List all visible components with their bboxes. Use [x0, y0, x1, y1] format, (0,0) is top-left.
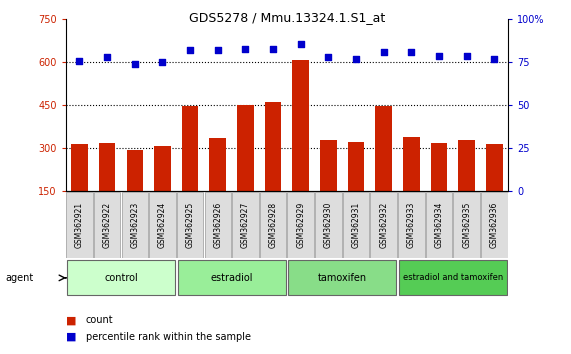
Bar — [403, 137, 420, 191]
Point — [352, 56, 361, 62]
Bar — [459, 140, 475, 191]
Text: GSM362930: GSM362930 — [324, 201, 333, 248]
Bar — [154, 146, 171, 191]
FancyBboxPatch shape — [260, 192, 287, 258]
FancyBboxPatch shape — [288, 261, 396, 295]
Text: ■: ■ — [66, 315, 76, 325]
Text: estradiol: estradiol — [210, 273, 253, 283]
Text: control: control — [104, 273, 138, 283]
FancyBboxPatch shape — [149, 192, 176, 258]
Point — [324, 55, 333, 60]
Bar — [210, 138, 226, 191]
FancyBboxPatch shape — [343, 192, 369, 258]
Bar — [237, 105, 254, 191]
Text: estradiol and tamoxifen: estradiol and tamoxifen — [403, 273, 503, 282]
Text: percentile rank within the sample: percentile rank within the sample — [86, 332, 251, 342]
FancyBboxPatch shape — [399, 261, 507, 295]
Point — [462, 53, 471, 58]
Bar — [320, 140, 337, 191]
Point — [407, 49, 416, 55]
FancyBboxPatch shape — [232, 192, 259, 258]
Bar — [182, 106, 199, 191]
Text: agent: agent — [6, 273, 34, 283]
Point — [241, 46, 250, 51]
Bar — [375, 106, 392, 191]
Point — [379, 49, 388, 55]
Bar — [486, 144, 502, 191]
Point — [296, 41, 305, 46]
Point — [75, 58, 84, 63]
Text: GSM362932: GSM362932 — [379, 202, 388, 248]
FancyBboxPatch shape — [481, 192, 508, 258]
Text: ■: ■ — [66, 332, 76, 342]
Point — [490, 56, 499, 62]
FancyBboxPatch shape — [66, 192, 93, 258]
FancyBboxPatch shape — [204, 192, 231, 258]
FancyBboxPatch shape — [426, 192, 452, 258]
Point — [186, 47, 195, 53]
Text: GSM362931: GSM362931 — [352, 202, 360, 248]
Bar — [292, 60, 309, 191]
Point — [213, 47, 222, 53]
Text: GSM362924: GSM362924 — [158, 202, 167, 248]
Text: GSM362933: GSM362933 — [407, 201, 416, 248]
Point — [103, 55, 112, 60]
FancyBboxPatch shape — [453, 192, 480, 258]
FancyBboxPatch shape — [398, 192, 425, 258]
Text: GSM362925: GSM362925 — [186, 202, 195, 248]
FancyBboxPatch shape — [371, 192, 397, 258]
Point — [158, 59, 167, 65]
Text: GSM362934: GSM362934 — [435, 201, 444, 248]
Text: GSM362922: GSM362922 — [103, 202, 112, 248]
Point — [435, 53, 444, 58]
Text: GSM362929: GSM362929 — [296, 202, 305, 248]
Bar — [99, 143, 115, 191]
Text: GSM362928: GSM362928 — [268, 202, 278, 248]
Point — [268, 46, 278, 51]
Bar — [431, 143, 447, 191]
Text: GSM362935: GSM362935 — [462, 201, 471, 248]
FancyBboxPatch shape — [122, 192, 148, 258]
Text: tamoxifen: tamoxifen — [317, 273, 367, 283]
Bar — [265, 102, 282, 191]
Text: GDS5278 / Mmu.13324.1.S1_at: GDS5278 / Mmu.13324.1.S1_at — [189, 11, 385, 24]
Text: GSM362936: GSM362936 — [490, 201, 499, 248]
FancyBboxPatch shape — [287, 192, 314, 258]
Point — [130, 61, 139, 67]
Text: GSM362927: GSM362927 — [241, 202, 250, 248]
FancyBboxPatch shape — [178, 261, 286, 295]
FancyBboxPatch shape — [177, 192, 203, 258]
Text: GSM362926: GSM362926 — [214, 202, 222, 248]
FancyBboxPatch shape — [94, 192, 120, 258]
FancyBboxPatch shape — [67, 261, 175, 295]
Text: GSM362923: GSM362923 — [130, 202, 139, 248]
Text: GSM362921: GSM362921 — [75, 202, 84, 248]
Bar — [127, 150, 143, 191]
Bar — [71, 144, 88, 191]
FancyBboxPatch shape — [315, 192, 341, 258]
Bar — [348, 142, 364, 191]
Text: count: count — [86, 315, 113, 325]
